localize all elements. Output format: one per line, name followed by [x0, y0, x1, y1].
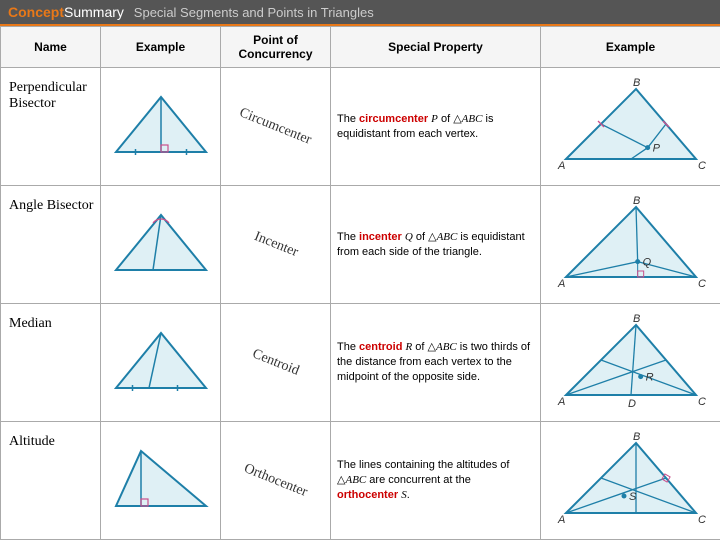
cell-poc: Incenter — [221, 186, 331, 304]
table-row: Altitude Orthocenter The lines containin… — [1, 422, 720, 540]
table-row: Perpendicular Bisector Circumcenter The … — [1, 68, 720, 186]
cell-property: The circumcenter P of △ABC is equidistan… — [331, 68, 541, 186]
cell-poc: Orthocenter — [221, 422, 331, 540]
svg-text:A: A — [557, 514, 565, 526]
svg-text:A: A — [557, 160, 565, 172]
cell-name: Altitude — [1, 422, 101, 540]
col-poc: Point of Concurrency — [221, 27, 331, 68]
header-subtitle: Special Segments and Points in Triangles — [134, 5, 374, 20]
col-property: Special Property — [331, 27, 541, 68]
svg-text:Q: Q — [642, 256, 651, 268]
highlight-term: circumcenter — [359, 113, 428, 125]
svg-text:R: R — [645, 371, 653, 383]
table-row: Angle Bisector Incenter The incenter Q o… — [1, 186, 720, 304]
highlight-term: centroid — [359, 341, 402, 353]
cell-name: Perpendicular Bisector — [1, 68, 101, 186]
highlight-term: incenter — [359, 231, 402, 243]
svg-text:S: S — [629, 491, 637, 503]
svg-text:C: C — [698, 278, 706, 290]
svg-text:D: D — [628, 398, 636, 410]
cell-poc: Circumcenter — [221, 68, 331, 186]
svg-text:B: B — [633, 77, 640, 89]
svg-text:B: B — [633, 431, 640, 443]
svg-text:C: C — [698, 160, 706, 172]
cell-example2: A B C P — [541, 68, 720, 186]
header-summary: Summary — [64, 4, 124, 20]
col-example2: Example — [541, 27, 720, 68]
svg-text:A: A — [557, 278, 565, 290]
svg-text:C: C — [698, 514, 706, 526]
col-name: Name — [1, 27, 101, 68]
header-concept: Concept — [8, 4, 64, 20]
cell-example1 — [101, 422, 221, 540]
col-example1: Example — [101, 27, 221, 68]
svg-text:A: A — [557, 396, 565, 408]
cell-name: Angle Bisector — [1, 186, 101, 304]
cell-example2: A B C D R — [541, 304, 720, 422]
svg-text:B: B — [633, 313, 640, 325]
svg-text:B: B — [633, 195, 640, 207]
cell-property: The lines containing the altitudes of △A… — [331, 422, 541, 540]
cell-example2: A B C S — [541, 422, 720, 540]
cell-poc: Centroid — [221, 304, 331, 422]
cell-example1 — [101, 304, 221, 422]
cell-property: The centroid R of △ABC is two thirds of … — [331, 304, 541, 422]
cell-example1 — [101, 186, 221, 304]
header: ConceptSummary Special Segments and Poin… — [0, 0, 720, 26]
svg-text:C: C — [698, 396, 706, 408]
concept-table: Name Example Point of Concurrency Specia… — [0, 26, 720, 540]
table-row: Median Centroid The centroid R of △ABC i… — [1, 304, 720, 422]
svg-text:P: P — [652, 142, 660, 154]
cell-example2: A B C Q — [541, 186, 720, 304]
cell-property: The incenter Q of △ABC is equidistant fr… — [331, 186, 541, 304]
highlight-term: orthocenter — [337, 489, 398, 501]
cell-example1 — [101, 68, 221, 186]
cell-name: Median — [1, 304, 101, 422]
